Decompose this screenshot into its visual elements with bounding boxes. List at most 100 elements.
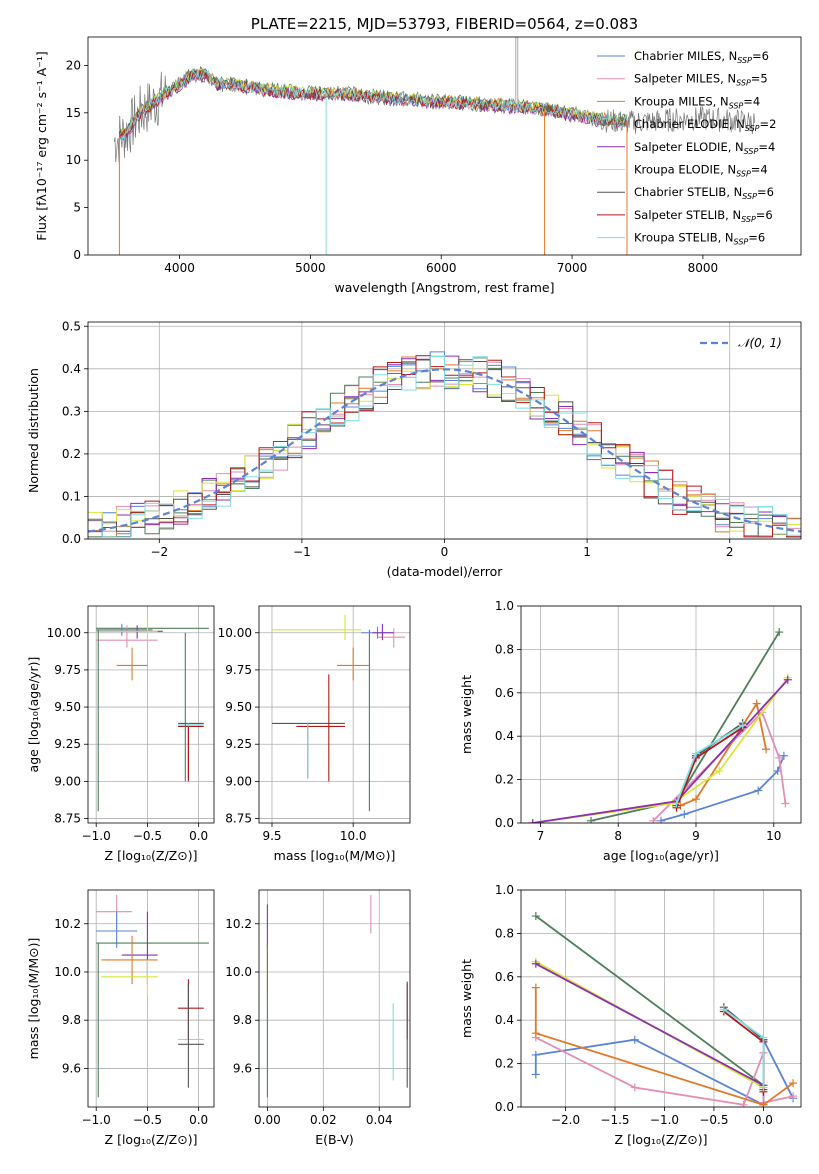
weight-marker [762, 745, 770, 754]
axes-frame [87, 321, 802, 540]
legend-label-name: Kroupa ELODIE [634, 163, 720, 177]
legend-label-subscript: SSP [742, 192, 757, 201]
weight-marker [759, 1033, 768, 1042]
y-tick-label: 0.8 [495, 642, 514, 656]
y-tick-label: 0.8 [495, 926, 514, 940]
legend-label: Chabrier MILES, NSSP=6 [634, 49, 769, 65]
y-tick-label: 9.75 [54, 663, 81, 677]
axes-frame [520, 605, 802, 824]
panel-age-vs-mass: 9.5 10.0 8.75 9.00 9.25 9.50 9.75 10.00 mass [lo… [218, 605, 411, 863]
x-tick-label: 2 [726, 545, 734, 559]
legend-label-name: Kroupa MILES [634, 94, 713, 108]
weight-marker [531, 912, 540, 921]
y-tick-label: 0.0 [62, 532, 81, 546]
panel-weight-vs-age: 7 8 9 10 0.0 0.2 0.4 0.6 0.8 1.0 age [log₁₀(age/yr… [459, 599, 802, 863]
weight-marker [789, 1079, 798, 1088]
x-axis-label: (data-model)/error [387, 564, 504, 579]
weight-marker [738, 721, 747, 730]
y-tick-label: 0.6 [495, 970, 514, 984]
y-tick-label: 0.1 [62, 489, 81, 503]
legend-label-value: =6 [748, 231, 765, 245]
legend-label-subscript: SSP [741, 215, 756, 224]
y-tick-label: 0.4 [62, 362, 81, 376]
y-tick-label: 9.00 [54, 774, 81, 788]
weight-marker [692, 749, 700, 758]
x-axis-label: age [log₁₀(age/yr)] [603, 848, 719, 863]
weight-marker [775, 628, 784, 637]
model-line [119, 67, 628, 141]
weight-line [532, 677, 789, 823]
panel-age-vs-z: −1.0 −0.5 0.0 8.75 9.00 9.25 9.50 9.75 10.00 Z [l… [26, 605, 215, 863]
y-tick-label: 9.00 [225, 774, 252, 788]
legend-label-name: Salpeter ELODIE [634, 140, 728, 154]
plot-area [531, 912, 798, 1107]
x-tick-label: 10 [766, 829, 781, 843]
y-tick-label: 9.50 [54, 700, 81, 714]
legend-label-value: =6 [757, 185, 774, 199]
legend-label: Chabrier STELIB, NSSP=6 [634, 185, 774, 201]
legend-label-name: Salpeter MILES [634, 72, 720, 86]
weight-marker [649, 816, 658, 823]
y-tick-label: 0.2 [62, 447, 81, 461]
x-axis-label: mass [log₁₀(M/M⊙)] [274, 848, 396, 863]
x-tick-label: 5000 [295, 261, 326, 275]
x-tick-label: −0.5 [133, 1113, 162, 1127]
legend-label-name: Salpeter STELIB [634, 208, 725, 222]
legend-label-nssp: , N [728, 140, 744, 154]
legend-label-nssp: , N [720, 163, 736, 177]
y-axis-label: mass weight [459, 959, 474, 1038]
y-tick-label: 10.00 [218, 626, 252, 640]
weight-marker [672, 799, 681, 808]
weight-marker [715, 766, 724, 775]
y-tick-label: 0.0 [495, 816, 514, 830]
y-tick-label: 0.0 [495, 1100, 514, 1114]
x-tick-label: 4000 [164, 261, 195, 275]
y-tick-label: 20 [66, 58, 81, 72]
axes-frame [87, 605, 215, 824]
legend: 𝒩(0, 1) [700, 336, 782, 350]
y-tick-label: 9.25 [225, 737, 252, 751]
x-axis-label: Z [log₁₀(Z/Z⊙)] [615, 1132, 708, 1147]
legend-label-name: Chabrier STELIB [634, 185, 726, 199]
y-axis-label: mass [log₁₀(M/M⊙)] [26, 938, 41, 1060]
y-tick-label: 0 [73, 248, 81, 262]
panel-mass-vs-z: −1.0 −0.5 0.0 9.6 9.8 10.0 10.2 Z [log₁₀(Z/Z⊙)]… [26, 889, 215, 1147]
legend-label: Kroupa ELODIE, NSSP=4 [634, 163, 768, 179]
y-tick-label: 8.75 [54, 812, 81, 826]
y-tick-label: 9.75 [225, 663, 252, 677]
legend-label-name: Kroupa STELIB [634, 231, 718, 245]
weight-marker [531, 959, 540, 968]
y-axis-label: mass weight [459, 675, 474, 754]
x-tick-label: 1 [583, 545, 591, 559]
panel-residuals: −2 −1 0 1 2 0.0 0.1 0.2 0.3 0.4 0.5 (data-model)/er… [26, 319, 802, 579]
x-axis-label: E(B-V) [315, 1132, 354, 1147]
legend-label-subscript: SSP [729, 101, 744, 110]
y-tick-label: 10.00 [47, 626, 81, 640]
legend-label-subscript: SSP [736, 170, 751, 179]
legend-label-nssp: , N [713, 94, 729, 108]
weight-marker [789, 1092, 798, 1101]
x-tick-label: −2.0 [551, 1113, 580, 1127]
weight-line [535, 963, 764, 1087]
x-tick-label: 9.5 [262, 829, 281, 843]
axes-frame [87, 889, 215, 1108]
legend-label-subscript: SSP [744, 147, 759, 156]
weight-marker [692, 795, 700, 804]
weight-marker [680, 810, 689, 819]
y-tick-label: 10 [66, 153, 81, 167]
panel-weight-vs-z: −2.0 −1.5 −1.0 −0.5 0.0 0.0 0.2 0.4 0.6 0.8 1.0 Z [… [459, 883, 802, 1147]
y-axis-label: age [log₁₀(age/yr)] [26, 657, 41, 773]
weight-marker [630, 1083, 639, 1092]
legend-label-name: Chabrier ELODIE [634, 117, 729, 131]
legend-label-subscript: SSP [737, 56, 752, 65]
x-tick-label: 8000 [688, 261, 719, 275]
x-tick-label: 0.0 [189, 829, 208, 843]
legend-label-nssp: , N [726, 185, 742, 199]
plot-area [528, 628, 792, 823]
legend-label-value: =6 [752, 49, 769, 63]
plot-area [96, 617, 209, 812]
y-tick-label: 1.0 [495, 883, 514, 897]
legend-label: Salpeter STELIB, NSSP=6 [634, 208, 773, 224]
